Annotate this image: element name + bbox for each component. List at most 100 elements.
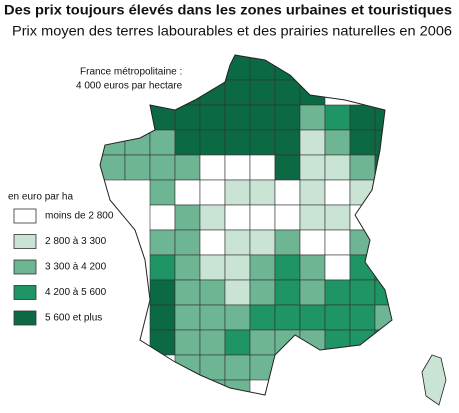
department: [124, 154, 151, 181]
department: [149, 229, 176, 256]
annotation-box: [70, 63, 188, 93]
department: [149, 279, 176, 306]
legend-swatch: [13, 234, 37, 249]
department: [174, 154, 201, 181]
department: [349, 154, 376, 181]
department: [274, 254, 301, 281]
department: [299, 279, 326, 306]
department: [249, 254, 276, 281]
department: [374, 254, 392, 281]
department: [299, 129, 326, 156]
department: [274, 154, 301, 181]
department: [199, 354, 226, 381]
department: [274, 104, 301, 131]
department: [199, 229, 226, 256]
department: [124, 104, 151, 131]
corsica: [421, 354, 447, 406]
department: [299, 79, 326, 106]
department: [249, 154, 276, 181]
department: [149, 304, 176, 331]
department: [174, 254, 201, 281]
department: [224, 204, 251, 231]
department: [149, 254, 176, 281]
department: [299, 179, 326, 206]
department: [224, 104, 251, 131]
legend-swatch: [13, 259, 37, 275]
department: [324, 229, 351, 256]
legend-label: moins de 2 800: [45, 211, 114, 222]
department: [249, 304, 276, 331]
department: [224, 354, 251, 381]
department: [299, 104, 326, 131]
department: [174, 104, 201, 131]
department: [224, 279, 251, 306]
department: [199, 129, 226, 156]
department: [249, 179, 276, 206]
legend-label: 4 200 à 5 600: [45, 287, 107, 298]
department: [324, 279, 351, 306]
department: [199, 304, 226, 331]
department: [324, 154, 351, 181]
department: [174, 204, 201, 231]
department: [199, 104, 226, 131]
department: [349, 304, 376, 331]
department: [349, 179, 376, 206]
department: [224, 254, 251, 281]
department: [299, 229, 326, 256]
department: [224, 304, 251, 331]
department: [324, 329, 351, 356]
department: [324, 179, 351, 206]
legend-label: 5 600 et plus: [45, 313, 102, 324]
title: Des prix toujours élevés dans les zones …: [4, 2, 452, 18]
department: [174, 354, 201, 381]
department: [324, 354, 351, 381]
department: [199, 254, 226, 281]
department: [174, 304, 201, 331]
subtitle: Prix moyen des terres labourables et des…: [12, 23, 452, 39]
department: [249, 79, 276, 106]
department: [374, 179, 392, 206]
department: [224, 229, 251, 256]
department: [274, 79, 301, 106]
department: [249, 104, 276, 131]
department: [149, 329, 176, 356]
department: [224, 129, 251, 156]
department: [174, 129, 201, 156]
department: [224, 79, 251, 106]
department: [324, 129, 351, 156]
department: [174, 329, 201, 356]
legend-swatch: [13, 208, 37, 224]
department: [199, 204, 226, 231]
department: [299, 204, 326, 231]
department: [324, 304, 351, 331]
annotation: 4 000 euros par hectare: [76, 81, 183, 92]
department: [299, 304, 326, 331]
department: [274, 179, 301, 206]
department: [299, 329, 326, 356]
department: [374, 129, 392, 156]
department: [274, 204, 301, 231]
department: [349, 254, 376, 281]
department: [324, 204, 351, 231]
department: [249, 229, 276, 256]
department: [249, 204, 276, 231]
map: [100, 55, 392, 395]
department: [249, 354, 276, 381]
department: [249, 329, 276, 356]
department: [374, 304, 392, 331]
department: [149, 129, 176, 156]
department: [299, 254, 326, 281]
department: [349, 104, 376, 131]
department: [249, 55, 276, 81]
department: [149, 204, 176, 231]
department: [374, 229, 392, 256]
department: [149, 154, 176, 181]
legend-swatch: [13, 310, 37, 326]
department: [199, 179, 226, 206]
france-outline: [99, 54, 393, 396]
department: [274, 304, 301, 331]
department: [224, 154, 251, 181]
legend-swatch: [13, 285, 37, 300]
department: [174, 179, 201, 206]
